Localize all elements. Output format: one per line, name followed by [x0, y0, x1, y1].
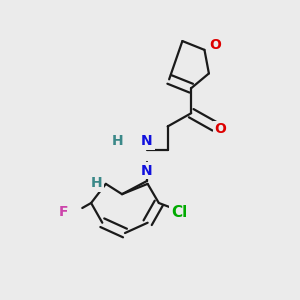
Text: F: F: [58, 206, 68, 219]
Text: Cl: Cl: [171, 205, 188, 220]
Text: H: H: [112, 134, 123, 148]
Text: O: O: [209, 38, 221, 52]
Text: O: O: [215, 122, 226, 136]
Text: H: H: [91, 176, 103, 190]
Text: N: N: [141, 164, 153, 178]
Text: N: N: [141, 134, 153, 148]
